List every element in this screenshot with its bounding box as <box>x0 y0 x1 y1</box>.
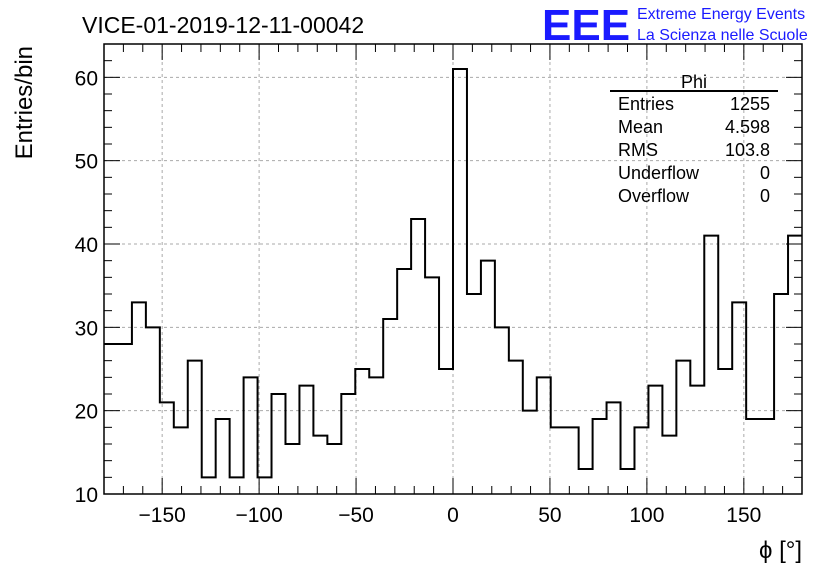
x-tick-label: 150 <box>726 504 761 527</box>
y-tick-label: 30 <box>75 317 98 340</box>
x-tick-label: 50 <box>538 504 561 527</box>
stats-row-value: 1255 <box>730 94 770 114</box>
x-tick-label: −150 <box>139 504 186 527</box>
eee-logo: EEE Extreme Energy Events La Scienza nel… <box>542 1 808 50</box>
stats-row-label: RMS <box>618 140 658 160</box>
stats-row-value: 0 <box>760 163 770 183</box>
stats-row-label: Entries <box>618 94 674 114</box>
y-tick-label: 50 <box>75 151 98 174</box>
x-tick-label: −50 <box>338 504 374 527</box>
stats-row-value: 103.8 <box>725 140 770 160</box>
y-tick-label: 20 <box>75 401 98 424</box>
y-tick-labels: 10 20 30 40 50 60 <box>75 67 98 507</box>
stats-title: Phi <box>681 72 707 92</box>
chart-title: VICE-01-2019-12-11-00042 <box>82 12 364 38</box>
stats-row-value: 4.598 <box>725 117 770 137</box>
x-tick-labels: −150 −100 −50 0 50 100 150 <box>139 504 762 527</box>
y-tick-label: 10 <box>75 484 98 507</box>
y-axis-label: Entries/bin <box>11 46 38 159</box>
histogram-line <box>104 68 802 479</box>
eee-logo-line2: La Scienza nelle Scuole <box>637 27 808 44</box>
x-axis-label: ϕ [°] <box>759 537 802 564</box>
stats-rows: Entries 1255 Mean 4.598 RMS 103.8 Underflow 0 Ov… <box>618 94 770 206</box>
y-tick-label: 40 <box>75 234 98 257</box>
stats-row-value: 0 <box>760 186 770 206</box>
eee-logo-line1: Extreme Energy Events <box>637 6 805 23</box>
stats-row-label: Overflow <box>618 186 690 206</box>
x-tick-label: −100 <box>235 504 282 527</box>
stats-row-label: Mean <box>618 117 663 137</box>
plot-area: −150 −100 −50 0 50 100 150 10 20 30 40 50 60 <box>75 43 803 527</box>
plot-frame <box>103 43 803 495</box>
x-tick-label: 100 <box>629 504 664 527</box>
stats-box: Phi Entries 1255 Mean 4.598 RMS 103.8 Underflo… <box>610 72 778 206</box>
x-tick-label: 0 <box>447 504 459 527</box>
stats-row-label: Underflow <box>618 163 700 183</box>
eee-logo-mark: EEE <box>542 1 630 50</box>
y-tick-label: 60 <box>75 67 98 90</box>
